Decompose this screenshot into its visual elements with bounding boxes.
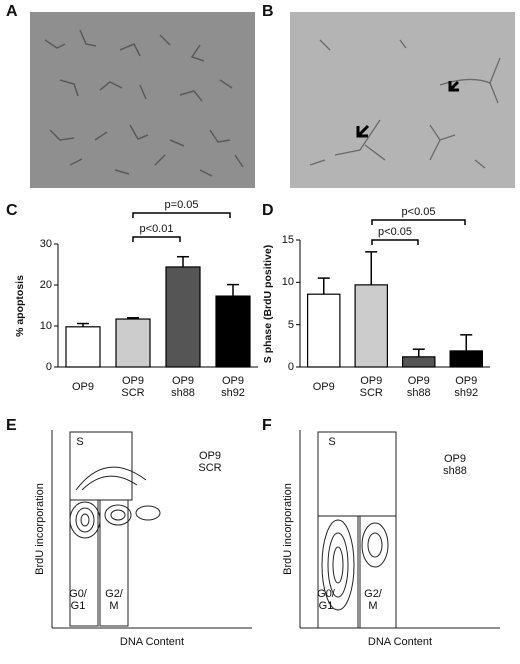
micrograph-b xyxy=(290,12,515,188)
bar xyxy=(215,295,251,368)
y-tick-label: 15 xyxy=(281,234,294,246)
significance-label: p<0.05 xyxy=(401,206,436,218)
panel-label: B xyxy=(262,3,274,20)
panel-label: D xyxy=(262,202,274,219)
micrograph-a xyxy=(30,12,255,188)
y-tick-label: 0 xyxy=(287,361,294,373)
significance-bracket xyxy=(371,239,419,245)
gate-label: G0/ G1 xyxy=(69,588,87,612)
y-tick-label: 20 xyxy=(39,279,52,291)
y-tick-label: 0 xyxy=(45,361,52,373)
x-tick-label: OP9 xyxy=(312,381,335,393)
bar xyxy=(402,356,436,368)
flow-plot-f xyxy=(299,430,500,629)
y-tick-label: 30 xyxy=(39,238,52,250)
bar xyxy=(354,284,389,368)
x-tick-label: OP9 sh92 xyxy=(454,375,479,399)
x-tick-label: OP9 sh88 xyxy=(406,375,431,399)
bar xyxy=(115,318,151,368)
x-tick-label: OP9 SCR xyxy=(121,375,145,399)
significance-label: p<0.01 xyxy=(139,223,174,235)
x-tick-label: OP9 sh92 xyxy=(221,375,245,399)
y-tick-label: 5 xyxy=(287,318,294,331)
sample-label: OP9 SCR xyxy=(198,450,222,474)
bar xyxy=(307,293,341,368)
x-tick-label: OP9 xyxy=(71,381,95,393)
sample-label: OP9 sh88 xyxy=(443,453,467,477)
significance-label: p<0.05 xyxy=(378,226,412,238)
panel-label: A xyxy=(6,3,18,20)
significance-bracket xyxy=(371,219,466,225)
bar xyxy=(65,326,101,368)
panel-label: F xyxy=(262,417,272,434)
gate-label: S xyxy=(328,436,336,448)
significance-label: p=0.05 xyxy=(164,199,199,211)
gate-label: S xyxy=(76,436,84,448)
gate-label: G0/ G1 xyxy=(317,588,335,612)
gate-label: G2/ M xyxy=(364,588,382,612)
bar xyxy=(165,266,201,368)
significance-bracket xyxy=(132,212,231,218)
gate-label: G2/ M xyxy=(105,588,123,612)
arrow xyxy=(448,80,460,92)
x-tick-label: OP9 SCR xyxy=(359,375,383,399)
y-axis-label: BrdU incorporation xyxy=(282,483,294,575)
bar xyxy=(449,350,484,368)
y-axis-label: S phase (BrdU positive) xyxy=(262,244,274,363)
y-axis-label: % apoptosis xyxy=(14,274,26,337)
y-axis-label: BrdU incorporation xyxy=(34,483,46,575)
significance-bracket xyxy=(132,236,181,242)
y-tick-label: 10 xyxy=(39,320,52,332)
panel-label: E xyxy=(6,417,17,434)
cells-b xyxy=(309,39,501,169)
x-axis-label: DNA Content xyxy=(367,636,433,648)
panel-label: C xyxy=(6,202,18,219)
arrow xyxy=(356,124,370,138)
x-tick-label: OP9 sh88 xyxy=(171,375,195,399)
x-axis-label: DNA Content xyxy=(119,636,185,648)
flow-plot-e xyxy=(51,430,252,629)
cells-a xyxy=(44,29,244,177)
y-tick-label: 10 xyxy=(281,276,294,289)
